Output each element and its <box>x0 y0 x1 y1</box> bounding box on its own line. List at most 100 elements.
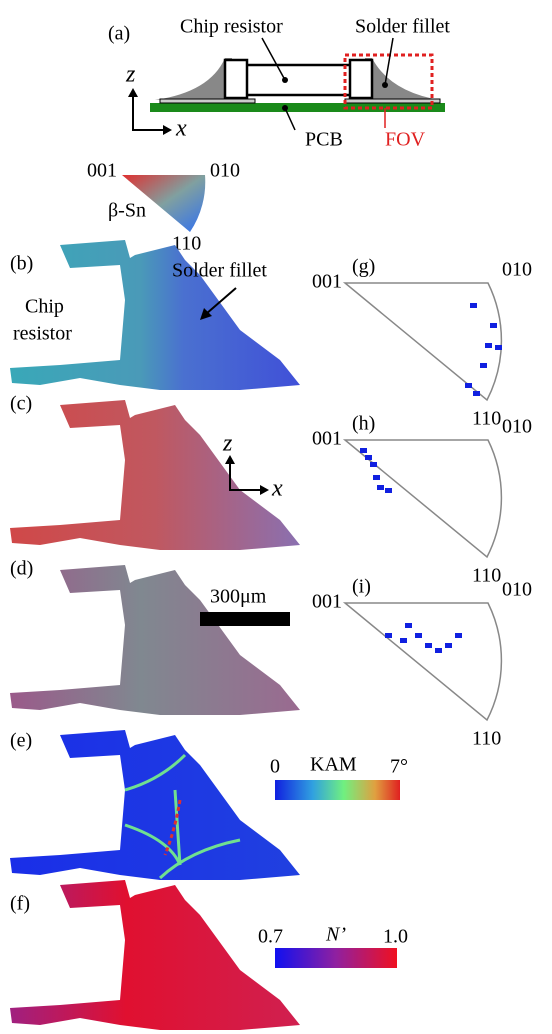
leader <box>284 107 296 131</box>
annotation: resistor <box>13 323 72 345</box>
pole-triangle <box>344 602 503 721</box>
pole-cluster <box>370 462 377 467</box>
pole-cluster <box>360 448 367 453</box>
leader <box>384 37 394 86</box>
pole-cluster <box>473 391 480 396</box>
label: 110 <box>172 233 201 255</box>
terminal <box>223 58 249 100</box>
leader <box>261 37 286 81</box>
maps: (b) (c) (d) (e) (f) <box>10 240 300 1030</box>
resistor <box>230 63 369 97</box>
corner-label: 010 <box>502 416 532 438</box>
map-shape <box>10 880 300 1030</box>
label: 010 <box>210 160 240 182</box>
colorbar-title: N’ <box>325 924 346 946</box>
panel-label: (d) <box>10 558 33 580</box>
panel-label: (a) <box>108 23 130 45</box>
label: 001 <box>87 160 117 182</box>
color-key <box>122 175 206 232</box>
scale-label: 300μm <box>210 586 267 608</box>
pole-figure <box>344 439 503 558</box>
terminal <box>348 58 374 100</box>
pole-cluster <box>485 343 492 348</box>
axis-label: x <box>271 476 283 502</box>
colorbar-title: KAM <box>310 754 357 776</box>
pad <box>159 98 256 104</box>
map-shape <box>10 400 300 550</box>
label: Solder fillet <box>355 16 450 38</box>
grain-map <box>10 880 300 1030</box>
colorbar <box>275 780 400 800</box>
panel-label: (g) <box>352 256 375 278</box>
pole-figure <box>344 282 503 401</box>
corner-label: 110 <box>472 728 501 750</box>
pole-figure <box>344 602 503 721</box>
arrow <box>205 287 237 315</box>
axis-label: x <box>175 116 187 142</box>
pole-cluster <box>495 345 502 350</box>
pole-cluster <box>445 643 452 648</box>
fillet <box>155 58 232 100</box>
axes <box>132 95 165 131</box>
panel-label: (c) <box>10 393 32 415</box>
arrowhead <box>200 308 212 320</box>
corner-label: 001 <box>312 591 342 613</box>
scale-bar <box>200 612 290 626</box>
grain-map <box>10 730 300 880</box>
corner-label: 110 <box>472 408 501 430</box>
panel-label: (b) <box>10 253 33 275</box>
panel-label: (i) <box>352 576 371 598</box>
pole-cluster <box>415 633 422 638</box>
axes <box>229 462 262 491</box>
axis-label: z <box>125 62 136 88</box>
axis-label: z <box>222 431 233 457</box>
pole-cluster <box>490 323 497 328</box>
panel-label: (e) <box>10 730 32 752</box>
colorbar-min: 0 <box>270 756 280 778</box>
pole-cluster <box>377 485 384 490</box>
grain-map <box>10 400 300 550</box>
colorbar-max: 1.0 <box>383 926 408 948</box>
fov-box <box>343 53 434 110</box>
annotation: Solder fillet <box>172 260 267 282</box>
dot <box>282 105 288 111</box>
label: FOV <box>385 129 426 151</box>
pole-cluster <box>425 643 432 648</box>
pole-cluster <box>400 638 407 643</box>
dot <box>382 82 388 88</box>
colorbar-max: 7° <box>390 756 408 778</box>
panel-label: (h) <box>352 413 375 435</box>
pad <box>344 98 441 104</box>
pole-triangle <box>344 282 503 401</box>
arrowheads <box>128 88 172 135</box>
pole-cluster <box>465 383 472 388</box>
pole-cluster <box>405 623 412 628</box>
label: Chip resistor <box>180 16 283 38</box>
pole-cluster <box>470 303 477 308</box>
dot <box>282 77 288 83</box>
pole-cluster <box>365 455 372 460</box>
pole-cluster <box>435 648 442 653</box>
colorbar-min: 0.7 <box>258 926 283 948</box>
arrowheads <box>225 455 269 495</box>
pole-cluster <box>385 633 392 638</box>
panel-label: (f) <box>10 893 30 915</box>
map-shape <box>10 730 300 880</box>
kam-boundary <box>163 799 182 856</box>
pcb <box>150 103 445 112</box>
corner-label: 110 <box>472 565 501 587</box>
pole-cluster <box>373 475 380 480</box>
pole-cluster <box>385 488 392 493</box>
pole-cluster <box>455 633 462 638</box>
corner-label: 001 <box>312 428 342 450</box>
colorbar <box>275 948 397 968</box>
pole-cluster <box>480 363 487 368</box>
corner-label: 010 <box>502 259 532 281</box>
fillet <box>365 58 440 100</box>
kam-boundary <box>124 753 241 880</box>
corner-label: 010 <box>502 579 532 601</box>
label: β-Sn <box>108 200 146 222</box>
corner-label: 001 <box>312 271 342 293</box>
